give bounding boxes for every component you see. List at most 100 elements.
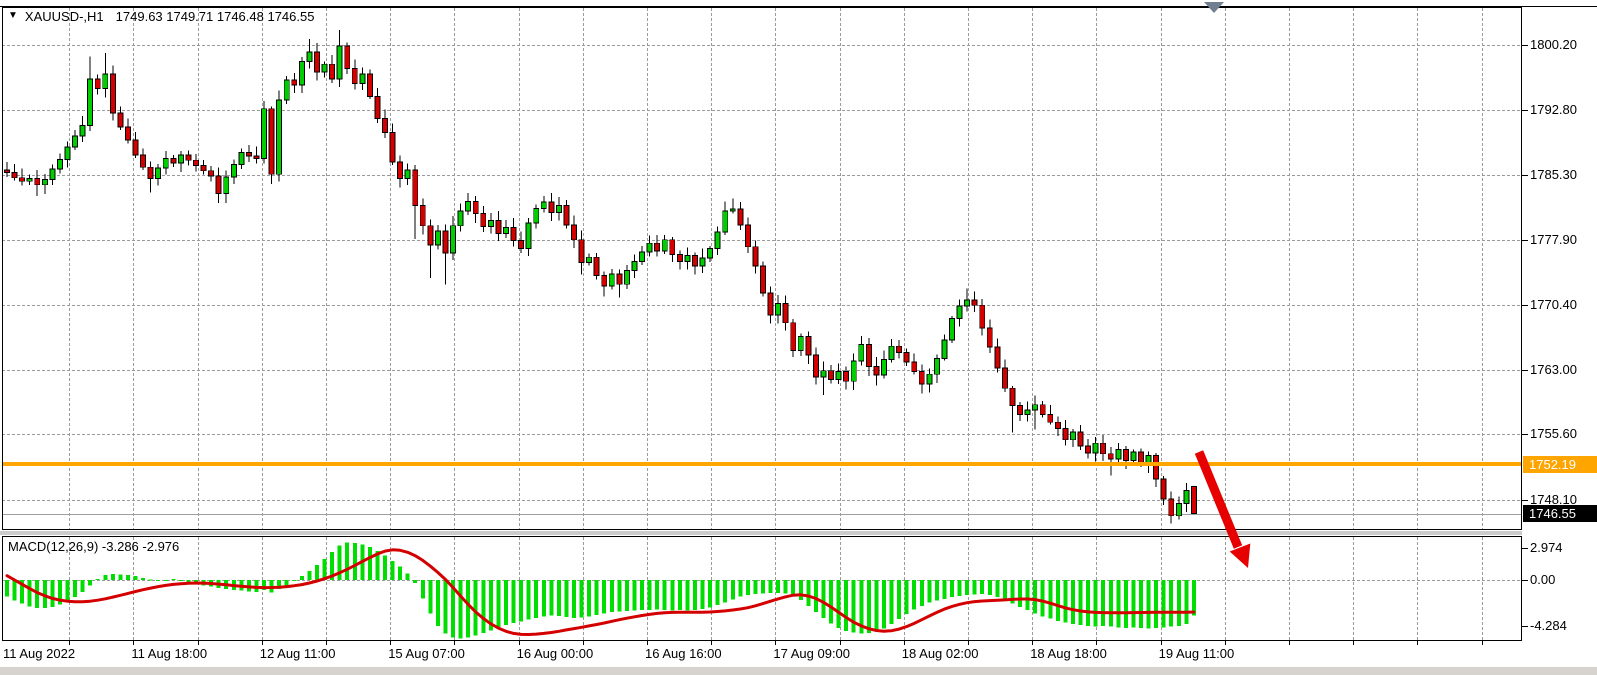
chart-shift-marker-icon[interactable] xyxy=(1204,2,1224,13)
macd-histogram-bar xyxy=(813,580,818,613)
candle-up xyxy=(964,299,971,307)
macd-histogram-bar xyxy=(163,580,168,581)
macd-histogram-bar xyxy=(662,580,667,611)
candle-down xyxy=(1168,498,1175,517)
macd-histogram-bar xyxy=(1191,580,1196,616)
macd-histogram-bar xyxy=(806,580,811,606)
macd-indicator[interactable] xyxy=(5,542,1196,639)
candle-up xyxy=(714,231,721,249)
macd-histogram-bar xyxy=(950,580,954,598)
candle-down xyxy=(4,169,10,173)
macd-histogram-bar xyxy=(1093,580,1098,627)
macd-histogram-bar xyxy=(57,580,62,605)
candle-down xyxy=(669,239,676,256)
candle-up xyxy=(858,344,865,362)
time-axis-label: 11 Aug 18:00 xyxy=(131,646,208,661)
candle-down xyxy=(11,172,18,179)
macd-histogram-bar xyxy=(715,580,720,606)
horizontal-line-object[interactable] xyxy=(2,462,1522,466)
candle-up xyxy=(72,135,78,148)
macd-histogram-bar xyxy=(1176,580,1181,627)
candle-down xyxy=(986,327,993,348)
candle-up xyxy=(321,63,328,73)
bid-price-badge: 1746.55 xyxy=(1523,505,1597,522)
candle-down xyxy=(94,78,101,90)
candle-down xyxy=(344,45,351,70)
candle-up xyxy=(956,305,963,319)
candle-down xyxy=(1039,404,1046,415)
time-axis-label: 17 Aug 09:00 xyxy=(773,646,851,661)
price-axis-label: 1777.90 xyxy=(1530,232,1577,247)
candle-up xyxy=(949,317,955,341)
macd-histogram-bar xyxy=(579,580,584,618)
candle-down xyxy=(314,51,320,73)
macd-histogram-bar xyxy=(874,580,879,632)
price-axis-label: 1800.20 xyxy=(1530,37,1577,52)
candle-down xyxy=(397,161,404,180)
macd-histogram-bar xyxy=(1123,580,1128,628)
time-axis-label: 15 Aug 07:00 xyxy=(388,646,465,661)
candle-up xyxy=(306,51,313,63)
candle-up xyxy=(623,269,630,285)
time-axis-label: 16 Aug 16:00 xyxy=(645,646,722,661)
candle-down xyxy=(1122,448,1129,462)
candle-up xyxy=(276,99,283,175)
candle-up xyxy=(608,273,615,287)
macd-histogram-bar xyxy=(337,545,342,580)
macd-histogram-bar xyxy=(821,580,826,619)
macd-histogram-bar xyxy=(398,566,403,580)
macd-histogram-bar xyxy=(965,580,970,596)
panel-borders xyxy=(0,6,1597,641)
macd-histogram-bar xyxy=(186,580,191,583)
candle-down xyxy=(971,299,978,306)
candle-up xyxy=(729,208,736,212)
candle-up xyxy=(881,358,887,376)
macd-histogram-bar xyxy=(451,580,456,638)
candle-down xyxy=(782,303,789,324)
candle-up xyxy=(230,164,237,178)
candle-down xyxy=(760,265,766,294)
candle-down xyxy=(1153,455,1160,480)
time-axis-label: 19 Aug 11:00 xyxy=(1158,646,1235,661)
macd-histogram-bar xyxy=(564,580,569,618)
macd-histogram-bar xyxy=(617,580,622,612)
candle-up xyxy=(223,176,230,194)
macd-histogram-bar xyxy=(496,580,501,628)
candle-down xyxy=(268,108,275,175)
candle-down xyxy=(253,155,260,159)
candle-up xyxy=(503,227,509,235)
macd-histogram-bar xyxy=(88,580,93,586)
macd-histogram-bar xyxy=(632,580,637,611)
candle-up xyxy=(555,205,562,214)
macd-histogram-bar xyxy=(995,580,1000,598)
candle-down xyxy=(215,175,222,194)
candle-down xyxy=(873,365,880,376)
macd-histogram-bar xyxy=(1108,580,1113,627)
candle-down xyxy=(1009,387,1016,407)
macd-histogram-bar xyxy=(481,580,486,634)
candle-down xyxy=(140,154,147,168)
candle-down xyxy=(1100,442,1107,455)
candle-up xyxy=(639,251,645,263)
symbol-dropdown-icon[interactable]: ▼ xyxy=(8,10,18,21)
horizontal-line[interactable] xyxy=(2,462,1522,466)
candle-up xyxy=(661,239,668,252)
candle-up xyxy=(1175,503,1182,517)
candle-down xyxy=(896,345,903,353)
candle-up xyxy=(404,169,411,180)
price-axis-label: 1748.10 xyxy=(1530,492,1577,507)
candle-down xyxy=(601,275,608,287)
candle-down xyxy=(911,361,918,373)
macd-histogram-bar xyxy=(836,580,841,628)
chart-title: ▼ XAUUSD-,H1 1749.63 1749.71 1746.48 174… xyxy=(8,9,314,24)
candlestick-series[interactable] xyxy=(4,30,1197,524)
macd-histogram-bar xyxy=(292,580,297,582)
candle-up xyxy=(49,168,56,180)
macd-histogram-bar xyxy=(624,580,629,612)
macd-histogram-bar xyxy=(322,559,327,580)
macd-histogram-bar xyxy=(897,580,902,620)
trend-arrow-icon[interactable] xyxy=(1194,450,1251,568)
symbol-timeframe-label: XAUUSD-,H1 xyxy=(24,9,104,24)
